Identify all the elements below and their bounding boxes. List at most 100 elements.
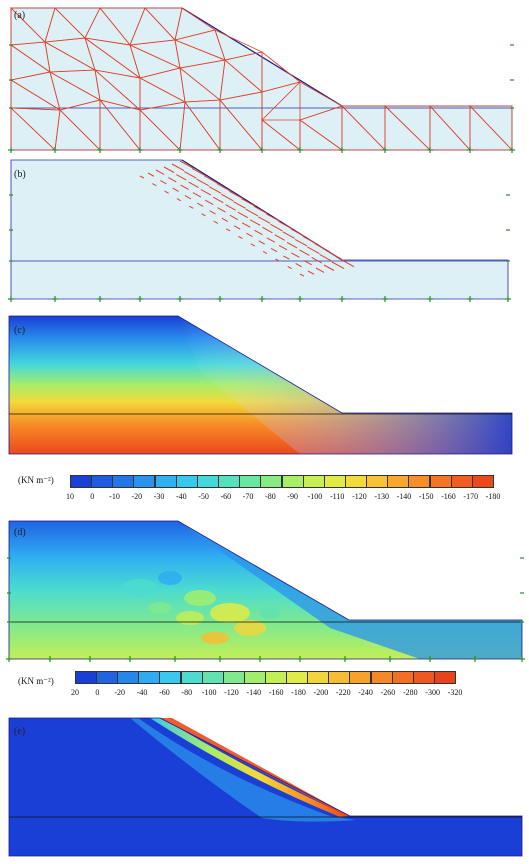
mesh-element xyxy=(99,98,141,151)
stress-patch xyxy=(201,632,229,644)
displacement-arrow xyxy=(228,190,244,200)
colorbar-swatch xyxy=(260,475,283,488)
colorbar-swatch xyxy=(222,671,245,684)
contour-figure-c xyxy=(8,315,513,455)
displacement-arrow xyxy=(249,219,261,226)
displacement-arrow xyxy=(245,208,259,217)
displacement-arrow xyxy=(307,270,315,275)
displacement-arrow xyxy=(220,193,234,202)
colorbar-swatch xyxy=(433,671,456,684)
colorbar-tick-label: -160 xyxy=(268,688,284,697)
colorbar-tick-label: -70 xyxy=(242,492,254,501)
colorbar-tick-label: -20 xyxy=(114,688,126,697)
stress-patch xyxy=(176,611,204,625)
panel-label-e: (e) xyxy=(14,726,26,737)
colorbar-swatch xyxy=(175,475,198,488)
colorbar-swatch xyxy=(471,475,494,488)
domain-outline xyxy=(8,717,523,857)
mesh-element xyxy=(54,109,101,151)
colorbar-tick-label: 0 xyxy=(95,688,100,697)
mesh-element xyxy=(469,105,513,151)
colorbar-swatch xyxy=(391,671,414,684)
colorbar-swatch xyxy=(117,671,140,684)
colorbar-d-unit: (KN m⁻²) xyxy=(18,676,54,686)
colorbar-tick-label: -50 xyxy=(198,492,209,501)
mesh-element xyxy=(179,100,221,151)
colorbar-swatch xyxy=(450,475,473,488)
displacement-arrow xyxy=(225,204,236,211)
displacement-arrow xyxy=(180,184,189,190)
displacement-arrow xyxy=(216,183,232,192)
contour-figure-e xyxy=(8,717,523,857)
displacement-arrow xyxy=(212,196,224,204)
stress-patch xyxy=(122,579,158,597)
displacement-arrow xyxy=(323,264,335,271)
displacement-arrow xyxy=(192,192,202,198)
displacement-arrow xyxy=(290,228,306,237)
colorbar-tick-label: -60 xyxy=(159,688,170,697)
displacement-arrow xyxy=(266,237,276,243)
colorbar-swatch xyxy=(239,475,262,488)
colorbar-tick-label: -280 xyxy=(402,688,418,697)
boundary-fixities xyxy=(6,557,525,662)
colorbar-swatch xyxy=(408,475,431,488)
colorbar-tick-label: -130 xyxy=(374,492,390,501)
displacement-arrow xyxy=(208,186,222,194)
panel-label-a: (a) xyxy=(14,10,26,21)
colorbar-swatch xyxy=(307,671,330,684)
displacement-arrow xyxy=(241,198,256,207)
colorbar-swatch xyxy=(429,475,452,488)
boundary-fixities xyxy=(8,44,515,153)
colorbar-tick-label: -30 xyxy=(153,492,165,501)
colorbar-tick-label: 0 xyxy=(90,492,95,501)
displacement-arrow xyxy=(196,178,209,187)
displacement-arrow xyxy=(319,254,332,262)
panel-label-d: (d) xyxy=(14,527,26,538)
colorbar-swatch xyxy=(344,475,367,488)
vector-figure xyxy=(8,159,511,302)
shear-band xyxy=(150,718,348,817)
displacement-arrow xyxy=(163,166,175,173)
colorbar-tick-label: -100 xyxy=(307,492,323,501)
displacement-arrow xyxy=(287,266,292,270)
displacement-arrow xyxy=(282,231,296,239)
displacement-arrow xyxy=(209,210,216,215)
colorbar-swatch xyxy=(265,671,287,684)
mesh-element xyxy=(299,119,344,151)
displacement-arrow xyxy=(294,238,308,247)
panel-a-mesh: (a) xyxy=(0,0,529,155)
colorbar-tick-label: -40 xyxy=(136,688,148,697)
displacement-arrow xyxy=(168,177,177,183)
contour-slope-shading xyxy=(178,316,512,454)
displacement-arrow xyxy=(278,244,288,251)
colorbar-tick-label: -40 xyxy=(175,492,187,501)
colorbar-tick-label: -90 xyxy=(287,492,298,501)
colorbar-tick-label: -200 xyxy=(313,688,329,697)
colorbar-d: (KN m⁻²) 20 0 -20 -40 -60 -80 -100 -120 -140 -160… xyxy=(0,668,529,708)
displacement-arrow xyxy=(311,257,322,264)
displacement-arrow xyxy=(327,251,342,260)
colorbar-tick-label: -180 xyxy=(485,492,501,501)
colorbar-swatch xyxy=(323,475,346,488)
colorbar-swatch xyxy=(218,475,241,488)
panel-label-c: (c) xyxy=(14,325,26,336)
colorbar-swatch xyxy=(201,671,224,684)
colorbar-tick-label: -120 xyxy=(224,688,239,697)
displacement-arrow xyxy=(262,250,268,255)
stress-patch xyxy=(234,620,266,636)
displacement-arrow xyxy=(147,172,155,177)
displacement-arrow xyxy=(176,174,187,181)
colorbar-swatch xyxy=(180,671,203,684)
colorbar-tick-label: -220 xyxy=(335,688,351,697)
colorbar-swatch xyxy=(133,475,156,488)
stress-patch xyxy=(210,603,250,623)
displacement-arrow xyxy=(241,222,251,228)
colorbar-swatch xyxy=(70,475,92,488)
displacement-arrow xyxy=(155,169,165,175)
colorbar-swatch xyxy=(281,475,304,488)
displacement-arrow xyxy=(152,183,157,187)
displacement-arrow xyxy=(192,168,207,177)
stress-patch xyxy=(158,571,182,585)
stress-patch xyxy=(260,607,280,619)
displacement-arrow xyxy=(254,229,263,236)
